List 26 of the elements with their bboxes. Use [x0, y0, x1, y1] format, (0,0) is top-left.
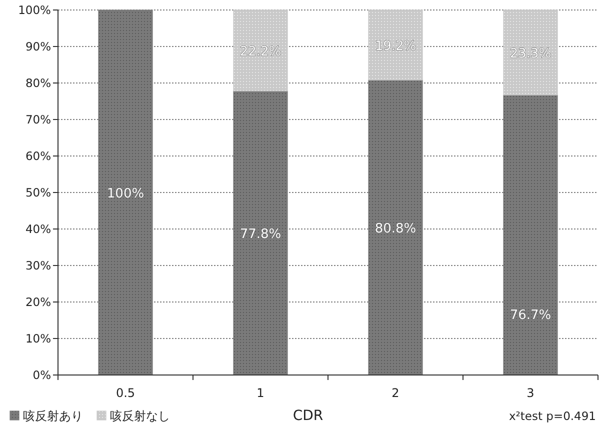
- y-tick-label: 10%: [25, 332, 52, 346]
- data-label: 19.2%: [374, 39, 416, 54]
- y-tick-label: 100%: [18, 3, 52, 17]
- x-tick-label: 1: [256, 386, 264, 400]
- y-tick-label: 30%: [25, 258, 52, 272]
- text: x²test p=0.491: [508, 409, 596, 423]
- data-label: 22.2%: [240, 44, 282, 60]
- data-label: 80.8%: [374, 222, 416, 237]
- data-label: 77.8%: [240, 227, 282, 242]
- legend-label: 咳反射なし: [110, 409, 170, 423]
- x-axis-title: CDR: [292, 408, 324, 424]
- y-tick-label: 80%: [25, 76, 52, 90]
- data-label: 100%: [106, 186, 144, 202]
- data-label: 23.3%: [510, 46, 552, 62]
- y-tick-label: 0%: [32, 368, 52, 382]
- y-tick-label: 90%: [25, 40, 52, 54]
- y-tick-label: 60%: [25, 149, 52, 163]
- x-tick-label: 2: [392, 386, 400, 400]
- y-tick-label: 70%: [25, 112, 52, 126]
- legend-label: 咳反射あり: [23, 409, 83, 423]
- x-tick-label: 3: [526, 386, 534, 400]
- data-label: 76.7%: [510, 308, 552, 324]
- y-tick-label: 20%: [25, 295, 52, 309]
- y-tick-label: 40%: [25, 222, 52, 236]
- x-tick-label: 0.5: [116, 386, 136, 400]
- y-tick-label: 50%: [25, 186, 52, 200]
